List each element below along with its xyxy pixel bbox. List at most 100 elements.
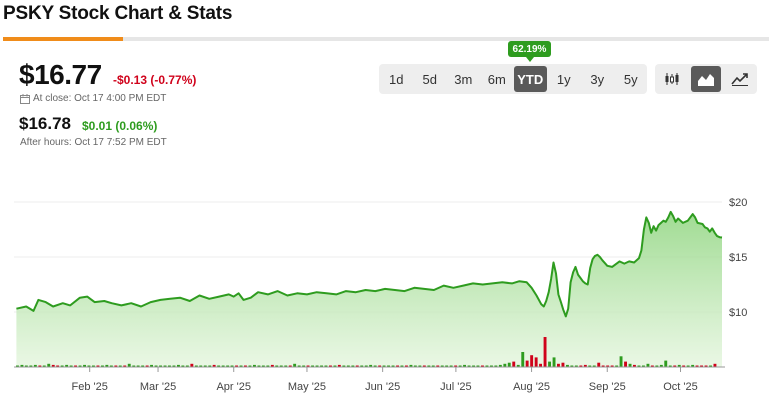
range-ytd-button[interactable]: YTD xyxy=(514,66,547,92)
volume-bar xyxy=(154,365,158,367)
price-change: -$0.13 (-0.77%) xyxy=(113,73,197,87)
volume-bar xyxy=(253,364,256,367)
chart-type-selector xyxy=(655,64,757,94)
volume-bar xyxy=(69,365,73,367)
volume-bar xyxy=(664,360,668,367)
volume-bar xyxy=(628,363,632,367)
volume-bar xyxy=(445,365,449,367)
volume-bar xyxy=(324,365,328,367)
range-5d-button[interactable]: 5d xyxy=(422,71,437,87)
volume-bar xyxy=(472,365,475,367)
volume-bar xyxy=(490,365,493,367)
volume-bar xyxy=(413,365,417,367)
volume-bar xyxy=(369,364,373,367)
volume-bar xyxy=(655,365,659,367)
after-hours-change: $0.01 (0.06%) xyxy=(82,119,158,133)
volume-bar xyxy=(33,364,37,367)
x-tick-label: Apr '25 xyxy=(216,381,251,393)
price-chart[interactable]: $20 $15 $10 Feb '25 Mar '25 Apr '25 May '25 Ju… xyxy=(0,150,770,408)
volume-bar xyxy=(127,363,131,367)
volume-bar xyxy=(261,365,265,367)
volume-bar xyxy=(481,365,484,367)
volume-bar xyxy=(570,365,574,367)
volume-bar xyxy=(96,365,100,367)
price-area xyxy=(16,211,722,367)
volume-bar xyxy=(431,365,435,367)
volume-bar xyxy=(203,365,207,367)
volume-bar xyxy=(275,365,279,367)
range-1y-button[interactable]: 1y xyxy=(556,71,571,87)
volume-bar xyxy=(118,365,122,367)
volume-bar xyxy=(20,364,24,367)
volume-bar xyxy=(235,365,238,367)
volume-bar xyxy=(150,364,153,367)
volume-bar xyxy=(534,357,538,367)
range-6m-button[interactable]: 6m xyxy=(487,71,506,87)
volume-bar xyxy=(297,365,301,367)
y-tick-label: $20 xyxy=(729,197,747,209)
volume-bar xyxy=(42,365,46,367)
x-tick-label: Jun '25 xyxy=(365,381,400,393)
volume-bar xyxy=(145,365,149,367)
close-note: At close: Oct 17 4:00 PM EDT xyxy=(20,93,166,104)
volume-bar xyxy=(159,365,162,367)
volume-bar xyxy=(637,365,641,367)
candlestick-button[interactable] xyxy=(657,66,687,92)
volume-bar xyxy=(601,365,605,367)
volume-bar xyxy=(507,362,511,367)
volume-bar xyxy=(342,365,346,367)
volume-bar xyxy=(288,365,292,367)
volume-bar xyxy=(60,365,64,367)
range-3m-button[interactable]: 3m xyxy=(454,71,473,87)
x-tick-label: Feb '25 xyxy=(72,381,108,393)
after-hours-price: $16.78 xyxy=(19,114,71,133)
volume-bar xyxy=(668,365,672,367)
volume-bar xyxy=(700,365,703,367)
volume-bar xyxy=(190,363,194,367)
x-tick-label: Aug '25 xyxy=(513,381,550,393)
volume-bar xyxy=(624,361,627,367)
volume-bar xyxy=(315,365,319,367)
volume-bar xyxy=(185,365,189,367)
volume-bar xyxy=(646,363,650,367)
volume-bar xyxy=(101,365,104,367)
x-tick-label: Sep '25 xyxy=(589,381,626,393)
volume-bar xyxy=(691,364,695,367)
volume-bar xyxy=(387,365,390,367)
volume-bar xyxy=(74,365,77,367)
volume-bar xyxy=(355,365,359,367)
volume-bar xyxy=(476,365,480,367)
volume-bar xyxy=(105,364,109,367)
candlestick-icon xyxy=(665,73,679,85)
volume-bar xyxy=(181,365,185,367)
volume-bar xyxy=(561,362,565,367)
volume-bar xyxy=(610,365,614,367)
y-tick-label: $10 xyxy=(729,307,747,319)
area-chart-button[interactable] xyxy=(691,66,721,92)
range-3y-button[interactable]: 3y xyxy=(590,71,605,87)
range-5y-button[interactable]: 5y xyxy=(623,71,638,87)
volume-bar xyxy=(123,365,127,367)
volume-bar xyxy=(306,365,310,367)
x-tick-label: Jul '25 xyxy=(440,381,471,393)
volume-bar xyxy=(217,365,221,367)
range-1d-button[interactable]: 1d xyxy=(389,71,404,87)
volume-bar xyxy=(454,365,458,367)
price-line xyxy=(16,210,723,318)
volume-bars xyxy=(16,337,717,367)
volume-bar xyxy=(686,365,690,367)
volume-bar xyxy=(695,365,699,367)
volume-bar xyxy=(244,365,247,367)
volume-bar xyxy=(409,364,413,367)
volume-bar xyxy=(391,365,395,367)
volume-bar xyxy=(16,365,19,367)
volume-bar xyxy=(619,356,623,367)
volume-bar xyxy=(405,365,408,367)
volume-bar xyxy=(503,363,507,367)
line-chart-button[interactable] xyxy=(725,66,755,92)
volume-bar xyxy=(270,364,274,367)
volume-bar xyxy=(422,365,426,367)
volume-bar xyxy=(109,365,113,367)
volume-bar xyxy=(172,365,176,367)
volume-bar xyxy=(579,365,583,367)
